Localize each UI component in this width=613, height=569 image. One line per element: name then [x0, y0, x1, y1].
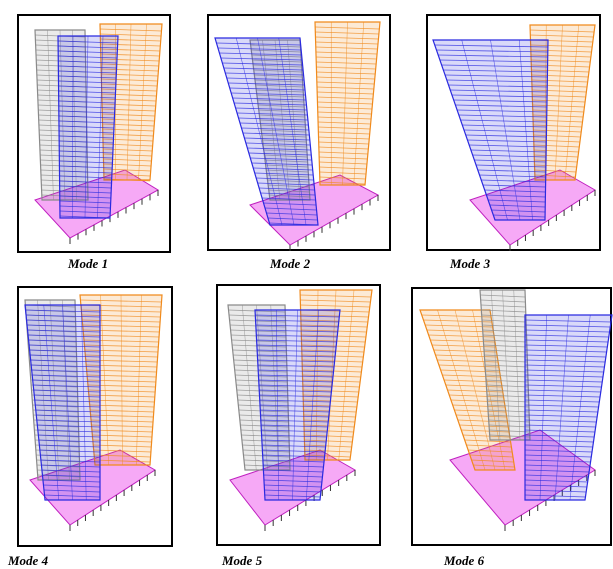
panel: Mode 5 [217, 285, 380, 568]
panel: Mode 3 [427, 15, 600, 271]
panel-label: Mode 4 [7, 553, 49, 568]
panel: Mode 1 [18, 15, 170, 271]
panel-label: Mode 6 [443, 553, 485, 568]
panel: Mode 4 [7, 287, 172, 568]
panel-label: Mode 3 [449, 256, 491, 271]
panel-label: Mode 1 [67, 256, 108, 271]
panel-label: Mode 2 [269, 256, 311, 271]
panel: Mode 2 [208, 15, 390, 271]
figure: Mode 1 Mode 2 Mode 3 Mode 4 Mode 5 Mode 6 [0, 0, 613, 569]
panel: Mode 6 [412, 288, 612, 568]
panel-label: Mode 5 [221, 553, 263, 568]
